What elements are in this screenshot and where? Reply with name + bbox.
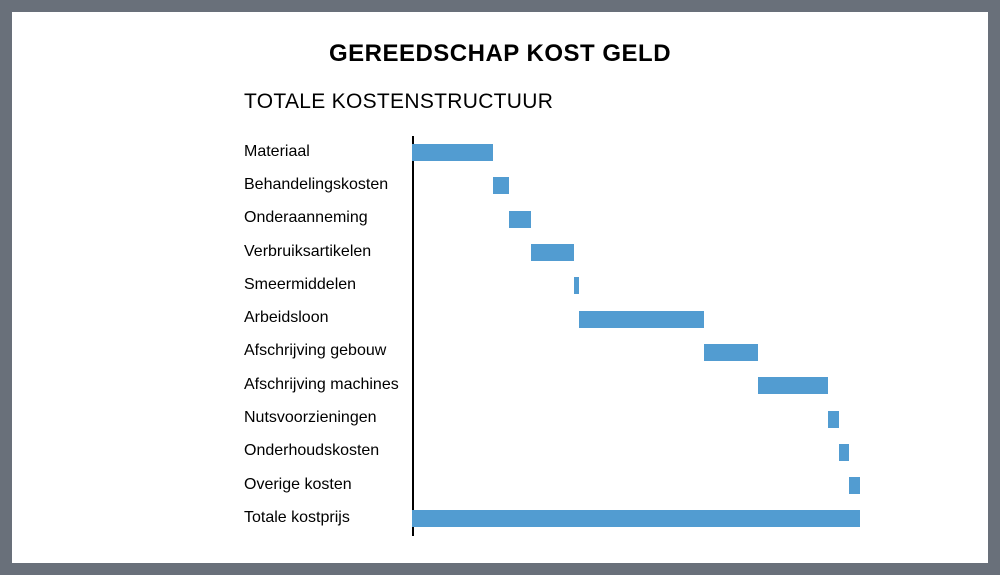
- total-bar: [412, 510, 860, 527]
- waterfall-bar: [509, 211, 531, 228]
- row-label: Arbeidsloon: [244, 309, 402, 327]
- waterfall-bar: [849, 477, 860, 494]
- waterfall-bar: [704, 344, 758, 361]
- card-frame: GEREEDSCHAP KOST GELD TOTALE KOSTENSTRUC…: [0, 0, 1000, 575]
- waterfall-bar: [839, 444, 850, 461]
- row-label: Verbruiksartikelen: [244, 243, 402, 261]
- chart-title: GEREEDSCHAP KOST GELD: [12, 40, 988, 68]
- waterfall-bar: [758, 377, 828, 394]
- waterfall-bar: [493, 177, 509, 194]
- waterfall-bar: [574, 277, 579, 294]
- waterfall-bar: [579, 311, 703, 328]
- row-label: Afschrijving gebouw: [244, 342, 402, 360]
- waterfall-bar: [412, 144, 493, 161]
- row-label: Onderaanneming: [244, 209, 402, 227]
- row-label: Materiaal: [244, 143, 402, 161]
- waterfall-chart: [412, 136, 952, 536]
- row-label: Onderhoudskosten: [244, 442, 402, 460]
- row-label: Afschrijving machines: [244, 376, 402, 394]
- row-label: Smeermiddelen: [244, 276, 402, 294]
- row-label: Overige kosten: [244, 476, 402, 494]
- row-label: Totale kostprijs: [244, 509, 402, 527]
- y-axis-line: [412, 136, 414, 536]
- row-label: Nutsvoorzieningen: [244, 409, 402, 427]
- waterfall-bar: [531, 244, 574, 261]
- chart-subtitle: TOTALE KOSTENSTRUCTUUR: [244, 90, 553, 114]
- waterfall-bar: [828, 411, 839, 428]
- row-label: Behandelingskosten: [244, 176, 402, 194]
